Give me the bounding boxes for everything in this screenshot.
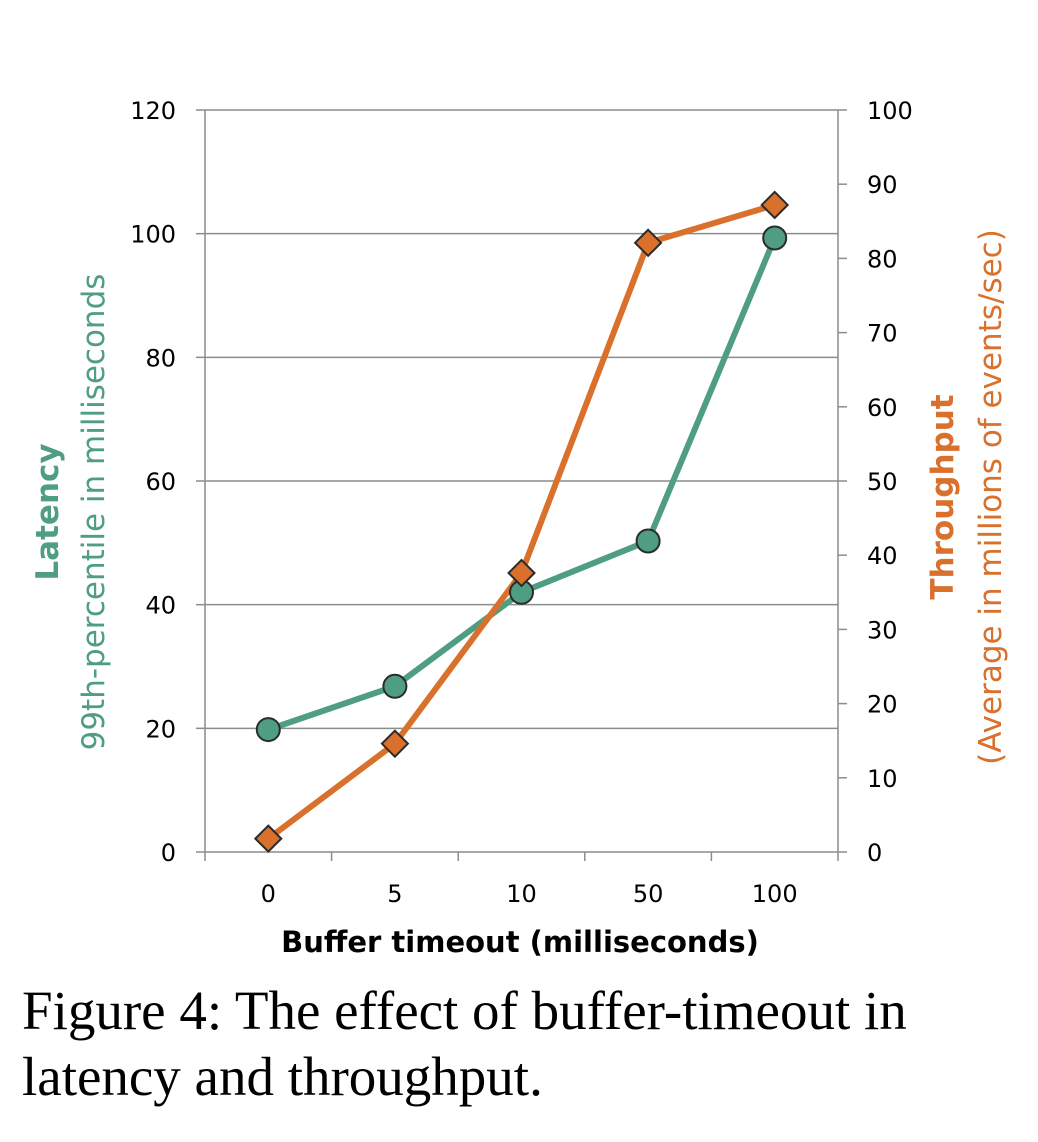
latency-point bbox=[382, 673, 408, 699]
throughput-point bbox=[380, 729, 410, 759]
right-tick-label: 80 bbox=[867, 245, 898, 273]
right-tick-label: 0 bbox=[867, 839, 882, 867]
x-tick-label: 0 bbox=[261, 880, 276, 908]
right-axis-title-sub: (Average in millions of events/sec) bbox=[973, 229, 1009, 765]
latency-point bbox=[255, 717, 281, 743]
left-tick-label: 60 bbox=[145, 468, 176, 496]
left-axis-title-sub: 99th-percentile in milliseconds bbox=[76, 274, 112, 751]
x-axis-title: Buffer timeout (milliseconds) bbox=[281, 925, 759, 959]
x-tick-label: 5 bbox=[387, 880, 402, 908]
throughput-series-line bbox=[266, 202, 776, 842]
right-tick-label: 40 bbox=[867, 542, 898, 570]
gridlines bbox=[205, 109, 838, 730]
x-tick-label: 100 bbox=[752, 880, 798, 908]
left-y-tick-labels: 0 20 40 60 80 100 120 bbox=[130, 97, 176, 867]
throughput-point bbox=[253, 824, 283, 854]
throughput-point bbox=[507, 558, 536, 588]
right-tick-label: 30 bbox=[867, 616, 898, 644]
left-tick-label: 120 bbox=[130, 97, 176, 125]
left-axis-title-bold: Latency bbox=[30, 443, 66, 580]
right-tick-label: 70 bbox=[867, 320, 898, 348]
right-tick-label: 100 bbox=[867, 97, 913, 125]
throughput-point bbox=[760, 190, 790, 220]
right-tick-label: 60 bbox=[867, 394, 898, 422]
right-y-tick-labels: 0 10 20 30 40 50 60 70 80 90 100 bbox=[867, 97, 913, 867]
right-tick-label: 50 bbox=[867, 468, 898, 496]
latency-point bbox=[635, 528, 661, 554]
series-lines bbox=[266, 202, 778, 842]
latency-point bbox=[762, 225, 788, 251]
left-tick-label: 0 bbox=[161, 839, 176, 867]
throughput-point bbox=[633, 228, 663, 258]
x-tick-labels: 0 5 10 50 100 bbox=[261, 880, 798, 908]
right-tick-label: 90 bbox=[867, 171, 898, 199]
x-tick-label: 10 bbox=[506, 880, 537, 908]
right-tick-label: 10 bbox=[867, 765, 898, 793]
latency-series-line bbox=[267, 236, 778, 733]
left-tick-label: 100 bbox=[130, 221, 176, 249]
axes bbox=[196, 109, 847, 861]
right-tick-label: 20 bbox=[867, 691, 898, 719]
left-tick-label: 40 bbox=[145, 592, 176, 620]
figure-caption: Figure 4: The effect of buffer-timeout i… bbox=[22, 980, 907, 1107]
series-markers bbox=[253, 190, 790, 854]
x-tick-label: 50 bbox=[633, 880, 664, 908]
left-tick-label: 80 bbox=[145, 344, 176, 372]
left-tick-label: 20 bbox=[145, 715, 176, 743]
right-axis-title-bold: Throughput bbox=[925, 394, 961, 599]
